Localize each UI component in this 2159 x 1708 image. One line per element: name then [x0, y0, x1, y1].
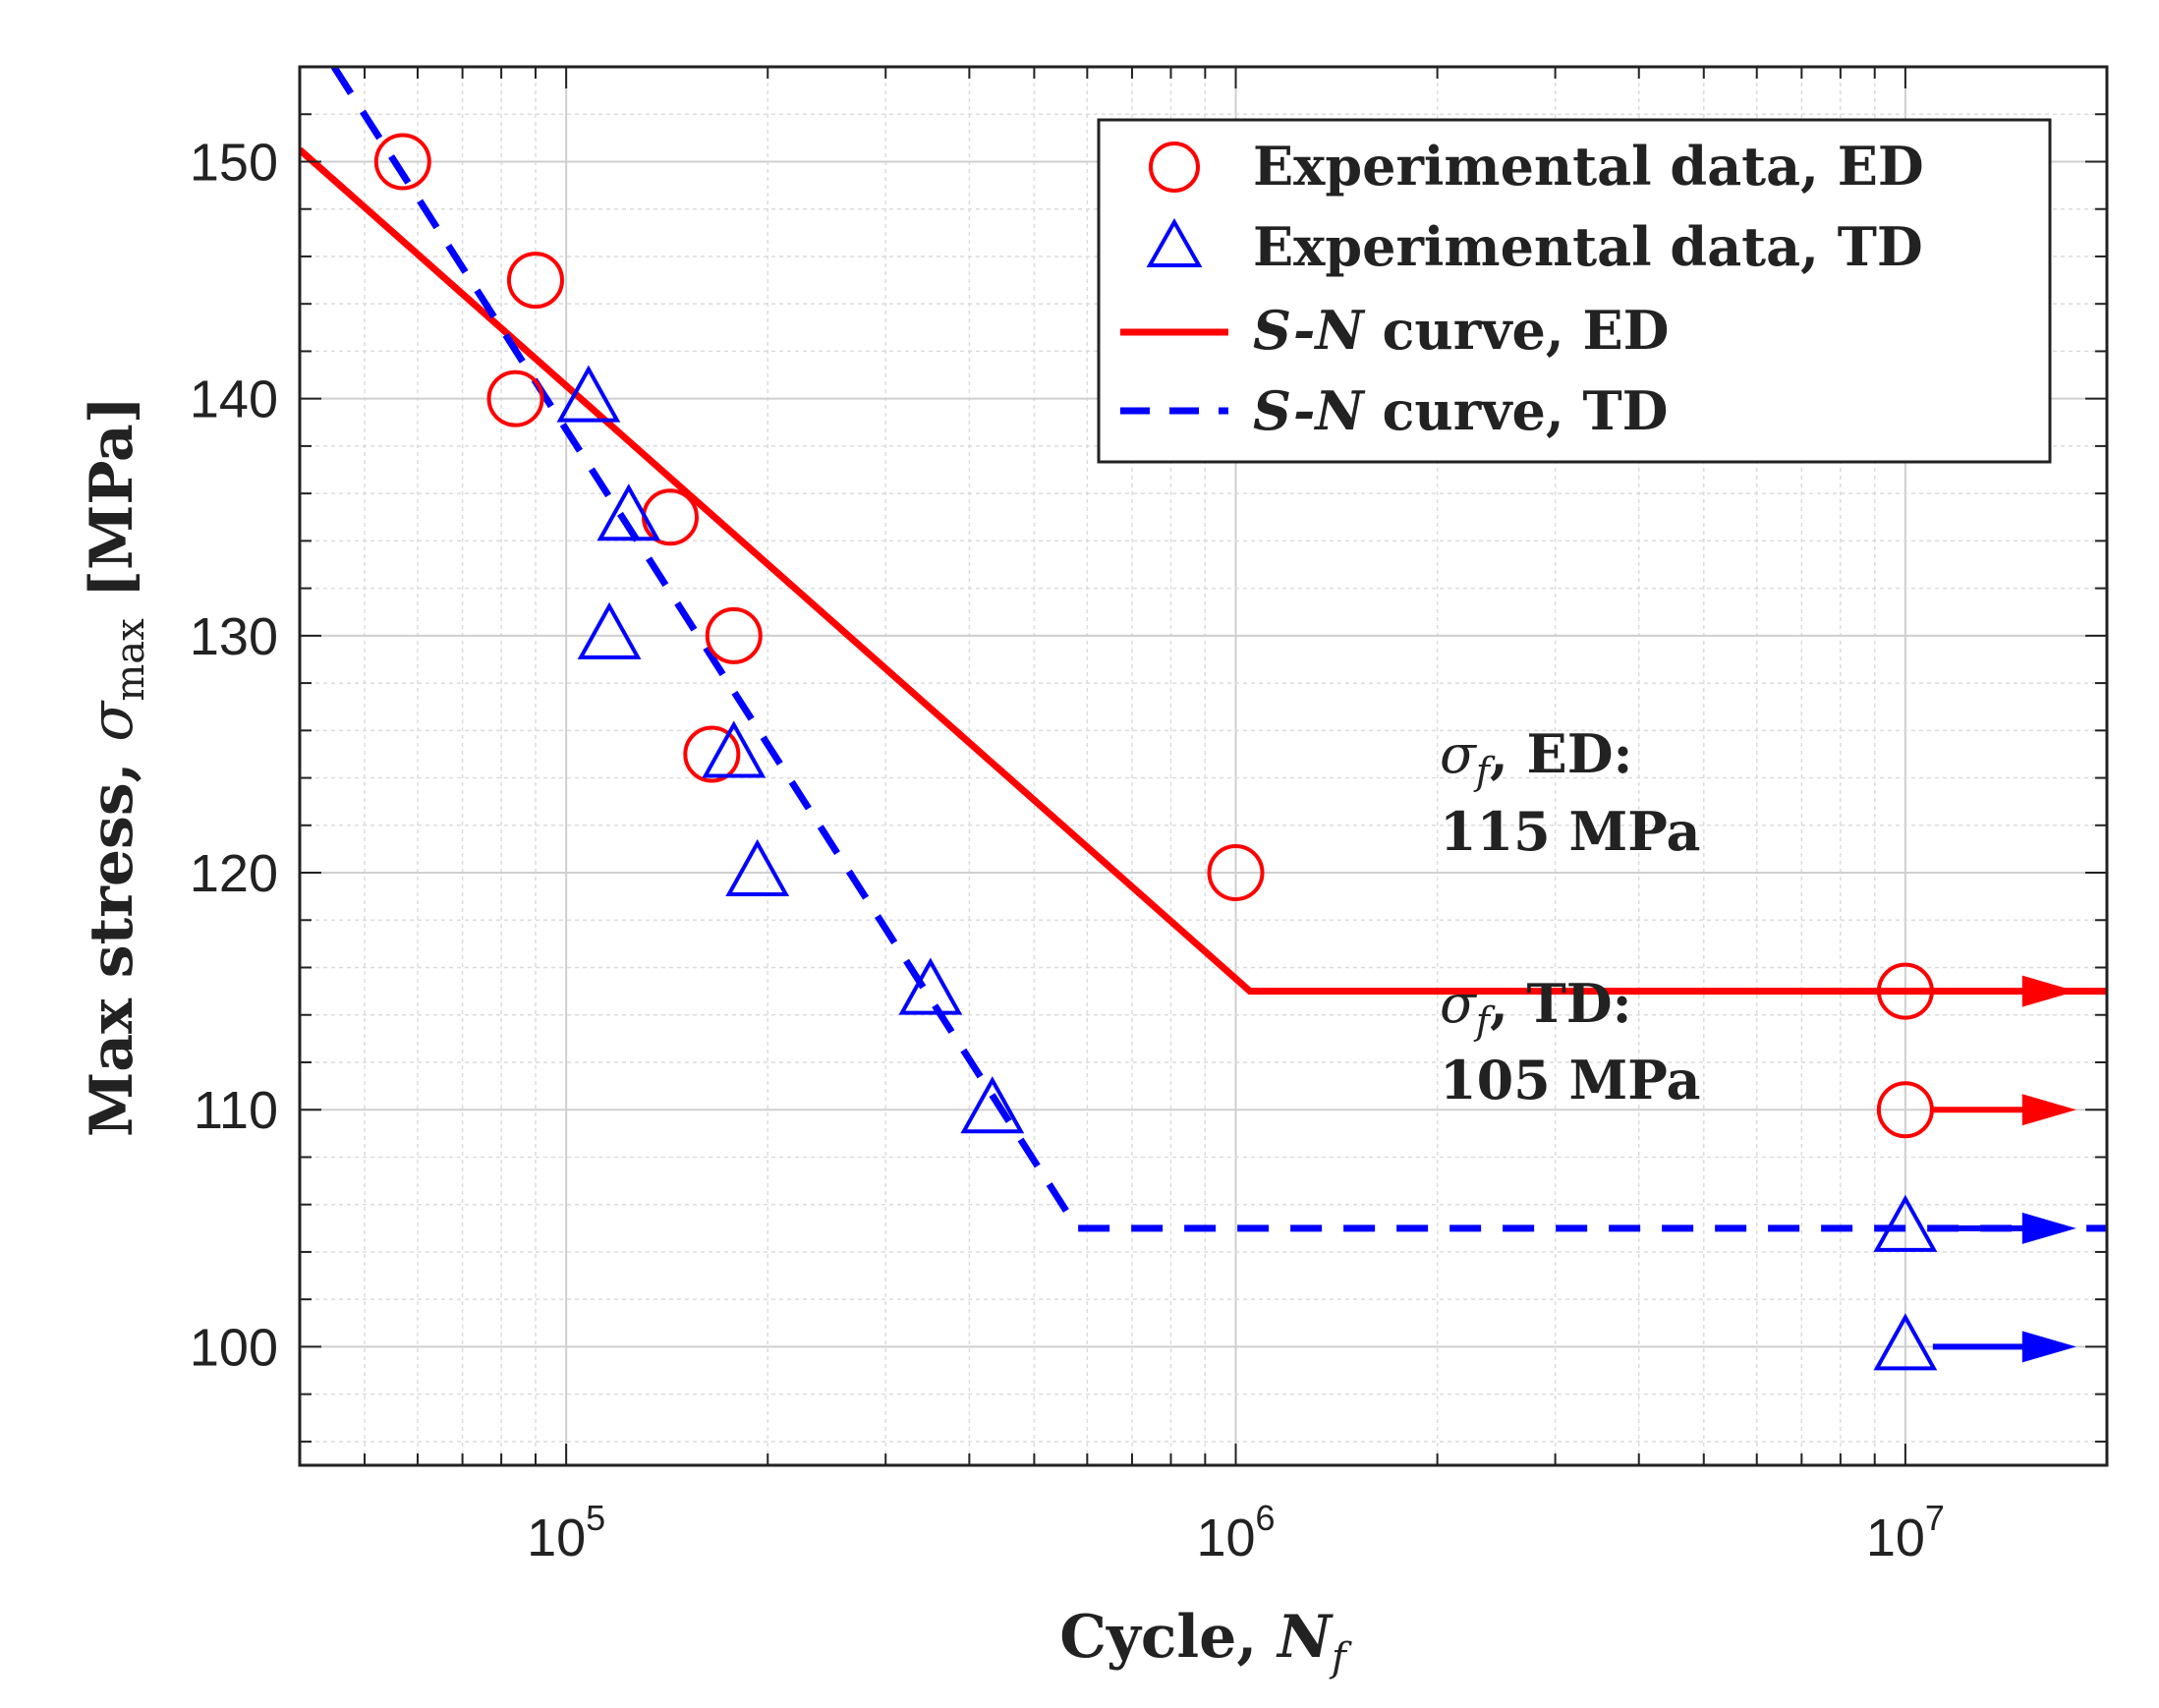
ed-data-point: [683, 725, 741, 783]
x-axis-title: Cycle, Nf: [1059, 1603, 1352, 1680]
annotation-td-line2: 105 MPa: [1440, 1049, 1700, 1111]
y-tick-label: 140: [190, 370, 278, 429]
x-tick-label: 106: [1196, 1498, 1275, 1567]
y-tick-label: 110: [194, 1081, 278, 1140]
legend-label-td-curve: S-N curve, TD: [1253, 379, 1669, 442]
legend: Experimental data, ED Experimental data,…: [1097, 118, 2052, 464]
td-data-point: [702, 720, 767, 778]
annotation-ed: σf, ED: 115 MPa: [1440, 722, 1700, 863]
y-tick-label: 100: [190, 1318, 278, 1377]
runout-arrow-head: [2021, 1094, 2076, 1126]
ed-data-point: [705, 606, 763, 664]
ed-runout-point: [1876, 1081, 1934, 1139]
td-data-point: [577, 601, 642, 659]
runout-arrow-head: [2021, 1331, 2076, 1363]
legend-label-ed-data: Experimental data, ED: [1253, 135, 1924, 198]
y-tick-labels: 100 110 120 130 140 150: [190, 133, 278, 1377]
plot-area: [300, 67, 2107, 1232]
y-tick-label: 130: [190, 607, 278, 666]
td-data-point: [960, 1076, 1025, 1134]
td-runout-point: [1873, 1194, 1938, 1252]
td-data-point: [898, 957, 963, 1015]
annotation-td: σf, TD: 105 MPa: [1440, 972, 1700, 1111]
td-runout-point: [1873, 1313, 1938, 1371]
legend-label-td-data: Experimental data, TD: [1253, 215, 1923, 278]
ed-data-point: [486, 370, 544, 427]
x-tick-label: 107: [1866, 1498, 1945, 1567]
runout-arrow-head: [2021, 975, 2076, 1007]
legend-label-ed-curve: S-N curve, ED: [1253, 299, 1669, 362]
x-tick-labels: 105 106 107: [527, 1498, 1945, 1567]
y-axis-title: Max stress, σmax [MPa]: [78, 396, 153, 1137]
ed-data-point: [506, 252, 564, 310]
ed-runout-point: [1876, 962, 1934, 1020]
td-data-point: [597, 484, 661, 541]
legend-circle-marker: [1149, 142, 1200, 193]
y-tick-label: 120: [190, 844, 278, 903]
legend-box: [1097, 118, 2052, 464]
td-data-point: [556, 365, 621, 423]
td-data-point: [725, 838, 790, 897]
annotation-ed-line2: 115 MPa: [1440, 800, 1700, 863]
x-tick-label: 105: [527, 1498, 605, 1567]
annotation-ed-line1: σf, ED:: [1440, 722, 1632, 793]
y-tick-label: 150: [190, 133, 278, 192]
ed-data-point: [1207, 844, 1265, 902]
sn-curve-ed-line: [300, 146, 2107, 996]
plot-frame: [298, 65, 2109, 1467]
runout-arrow-head: [2021, 1212, 2076, 1244]
runout-arrows: [1873, 962, 2076, 1371]
axis-ticks: [299, 66, 2108, 1465]
legend-triangle-marker: [1146, 217, 1203, 267]
ed-data-point: [373, 133, 431, 191]
annotation-td-line1: σf, TD:: [1440, 972, 1632, 1043]
